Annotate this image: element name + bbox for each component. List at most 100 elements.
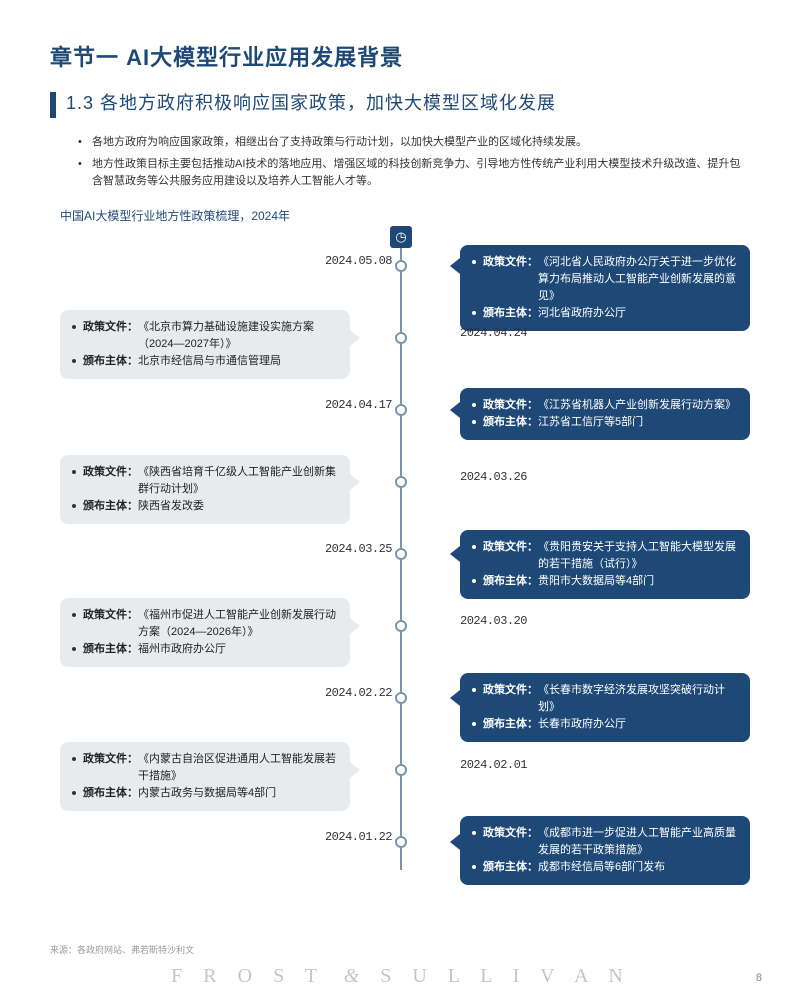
timeline-node bbox=[395, 764, 407, 776]
timeline-node bbox=[395, 476, 407, 488]
policy-doc-row: 政策文件：《陕西省培育千亿级人工智能产业创新集群行动计划》 bbox=[72, 464, 338, 498]
card-pointer bbox=[350, 762, 360, 778]
policy-card: 政策文件：《内蒙古自治区促进通用人工智能发展若干措施》颁布主体：内蒙古政务与数据… bbox=[60, 742, 350, 811]
issuer-value: 内蒙古政务与数据局等4部门 bbox=[138, 785, 338, 802]
doc-label: 政策文件： bbox=[483, 539, 538, 556]
issuer-label: 颁布主体： bbox=[483, 859, 538, 876]
timeline-node bbox=[395, 548, 407, 560]
bullet-dot bbox=[472, 420, 476, 424]
card-pointer bbox=[450, 258, 460, 274]
source-note: 来源：各政府网站、弗若斯特沙利文 bbox=[50, 943, 194, 956]
issuer-label: 颁布主体： bbox=[83, 641, 138, 658]
issuer-value: 福州市政府办公厅 bbox=[138, 641, 338, 658]
footer-logo: F R O S T & S U L L I V A N bbox=[0, 965, 802, 988]
card-pointer bbox=[450, 546, 460, 562]
bullet-dot bbox=[72, 757, 76, 761]
policy-issuer-row: 颁布主体：长春市政府办公厅 bbox=[472, 716, 738, 733]
policy-doc-row: 政策文件：《内蒙古自治区促进通用人工智能发展若干措施》 bbox=[72, 751, 338, 785]
timeline-date: 2024.04.17 bbox=[325, 398, 392, 412]
doc-label: 政策文件： bbox=[483, 254, 538, 271]
bullet-dot bbox=[72, 359, 76, 363]
bullet-dot bbox=[72, 613, 76, 617]
bullet-item: 各地方政府为响应国家政策，相继出台了支持政策与行动计划，以加快大模型产业的区域化… bbox=[78, 134, 744, 152]
bullet-dot bbox=[472, 688, 476, 692]
policy-doc-row: 政策文件：《江苏省机器人产业创新发展行动方案》 bbox=[472, 397, 738, 414]
clock-icon: ◷ bbox=[390, 226, 412, 248]
policy-issuer-row: 颁布主体：贵阳市大数据局等4部门 bbox=[472, 573, 738, 590]
doc-label: 政策文件： bbox=[483, 682, 538, 699]
policy-doc-row: 政策文件：《福州市促进人工智能产业创新发展行动方案（2024—2026年）》 bbox=[72, 607, 338, 641]
doc-value: 《贵阳贵安关于支持人工智能大模型发展的若干措施（试行）》 bbox=[538, 539, 738, 573]
bullet-dot bbox=[72, 791, 76, 795]
timeline-date: 2024.03.20 bbox=[460, 614, 527, 628]
intro-bullets: 各地方政府为响应国家政策，相继出台了支持政策与行动计划，以加快大模型产业的区域化… bbox=[78, 134, 744, 191]
page-number: 8 bbox=[756, 972, 762, 984]
policy-card: 政策文件：《成都市进一步促进人工智能产业高质量发展的若干政策措施》颁布主体：成都… bbox=[460, 816, 750, 885]
bullet-dot bbox=[72, 504, 76, 508]
policy-issuer-row: 颁布主体：内蒙古政务与数据局等4部门 bbox=[72, 785, 338, 802]
brand-amp: & bbox=[344, 965, 362, 987]
doc-value: 《长春市数字经济发展攻坚突破行动计划》 bbox=[538, 682, 738, 716]
timeline-date: 2024.02.01 bbox=[460, 758, 527, 772]
issuer-value: 江苏省工信厅等5部门 bbox=[538, 414, 738, 431]
section-title: 1.3 各地方政府积极响应国家政策，加快大模型区域化发展 bbox=[66, 90, 556, 117]
doc-value: 《内蒙古自治区促进通用人工智能发展若干措施》 bbox=[138, 751, 338, 785]
timeline-node bbox=[395, 692, 407, 704]
card-pointer bbox=[450, 690, 460, 706]
doc-value: 《江苏省机器人产业创新发展行动方案》 bbox=[538, 397, 738, 414]
issuer-label: 颁布主体： bbox=[83, 498, 138, 515]
timeline-date: 2024.04.24 bbox=[460, 326, 527, 340]
card-pointer bbox=[450, 834, 460, 850]
bullet-dot bbox=[472, 722, 476, 726]
bullet-dot bbox=[72, 647, 76, 651]
page-root: 章节一 AI大模型行业应用发展背景 1.3 各地方政府积极响应国家政策，加快大模… bbox=[0, 0, 802, 1002]
bullet-dot bbox=[472, 311, 476, 315]
issuer-label: 颁布主体： bbox=[483, 414, 538, 431]
policy-card: 政策文件：《贵阳贵安关于支持人工智能大模型发展的若干措施（试行）》颁布主体：贵阳… bbox=[460, 530, 750, 599]
bullet-dot bbox=[472, 545, 476, 549]
policy-issuer-row: 颁布主体：陕西省发改委 bbox=[72, 498, 338, 515]
issuer-label: 颁布主体： bbox=[83, 353, 138, 370]
policy-issuer-row: 颁布主体：北京市经信局与市通信管理局 bbox=[72, 353, 338, 370]
issuer-value: 贵阳市大数据局等4部门 bbox=[538, 573, 738, 590]
policy-doc-row: 政策文件：《成都市进一步促进人工智能产业高质量发展的若干政策措施》 bbox=[472, 825, 738, 859]
doc-label: 政策文件： bbox=[483, 397, 538, 414]
issuer-value: 长春市政府办公厅 bbox=[538, 716, 738, 733]
timeline-caption: 中国AI大模型行业地方性政策梳理，2024年 bbox=[60, 207, 752, 224]
policy-card: 政策文件：《江苏省机器人产业创新发展行动方案》颁布主体：江苏省工信厅等5部门 bbox=[460, 388, 750, 440]
policy-card: 政策文件：《河北省人民政府办公厅关于进一步优化算力布局推动人工智能产业创新发展的… bbox=[460, 245, 750, 331]
doc-label: 政策文件： bbox=[483, 825, 538, 842]
doc-value: 《成都市进一步促进人工智能产业高质量发展的若干政策措施》 bbox=[538, 825, 738, 859]
doc-value: 《河北省人民政府办公厅关于进一步优化算力布局推动人工智能产业创新发展的意见》 bbox=[538, 254, 738, 305]
doc-value: 《福州市促进人工智能产业创新发展行动方案（2024—2026年）》 bbox=[138, 607, 338, 641]
policy-issuer-row: 颁布主体：河北省政府办公厅 bbox=[472, 305, 738, 322]
policy-doc-row: 政策文件：《长春市数字经济发展攻坚突破行动计划》 bbox=[472, 682, 738, 716]
bullet-dot bbox=[472, 865, 476, 869]
timeline-node bbox=[395, 404, 407, 416]
policy-doc-row: 政策文件：《北京市算力基础设施建设实施方案（2024—2027年）》 bbox=[72, 319, 338, 353]
timeline-node bbox=[395, 260, 407, 272]
doc-value: 《陕西省培育千亿级人工智能产业创新集群行动计划》 bbox=[138, 464, 338, 498]
doc-label: 政策文件： bbox=[83, 751, 138, 768]
issuer-label: 颁布主体： bbox=[483, 573, 538, 590]
brand-right: S U L L I V A N bbox=[380, 965, 631, 987]
section-bar bbox=[50, 92, 56, 118]
timeline-date: 2024.01.22 bbox=[325, 830, 392, 844]
issuer-label: 颁布主体： bbox=[483, 716, 538, 733]
bullet-dot bbox=[472, 403, 476, 407]
issuer-label: 颁布主体： bbox=[83, 785, 138, 802]
bullet-dot bbox=[472, 579, 476, 583]
policy-doc-row: 政策文件：《河北省人民政府办公厅关于进一步优化算力布局推动人工智能产业创新发展的… bbox=[472, 254, 738, 305]
card-pointer bbox=[350, 330, 360, 346]
timeline-node bbox=[395, 620, 407, 632]
doc-value: 《北京市算力基础设施建设实施方案（2024—2027年）》 bbox=[138, 319, 338, 353]
issuer-value: 河北省政府办公厅 bbox=[538, 305, 738, 322]
doc-label: 政策文件： bbox=[83, 319, 138, 336]
doc-label: 政策文件： bbox=[83, 464, 138, 481]
bullet-dot bbox=[72, 325, 76, 329]
timeline-node bbox=[395, 836, 407, 848]
policy-doc-row: 政策文件：《贵阳贵安关于支持人工智能大模型发展的若干措施（试行）》 bbox=[472, 539, 738, 573]
policy-issuer-row: 颁布主体：福州市政府办公厅 bbox=[72, 641, 338, 658]
issuer-label: 颁布主体： bbox=[483, 305, 538, 322]
policy-card: 政策文件：《北京市算力基础设施建设实施方案（2024—2027年）》颁布主体：北… bbox=[60, 310, 350, 379]
